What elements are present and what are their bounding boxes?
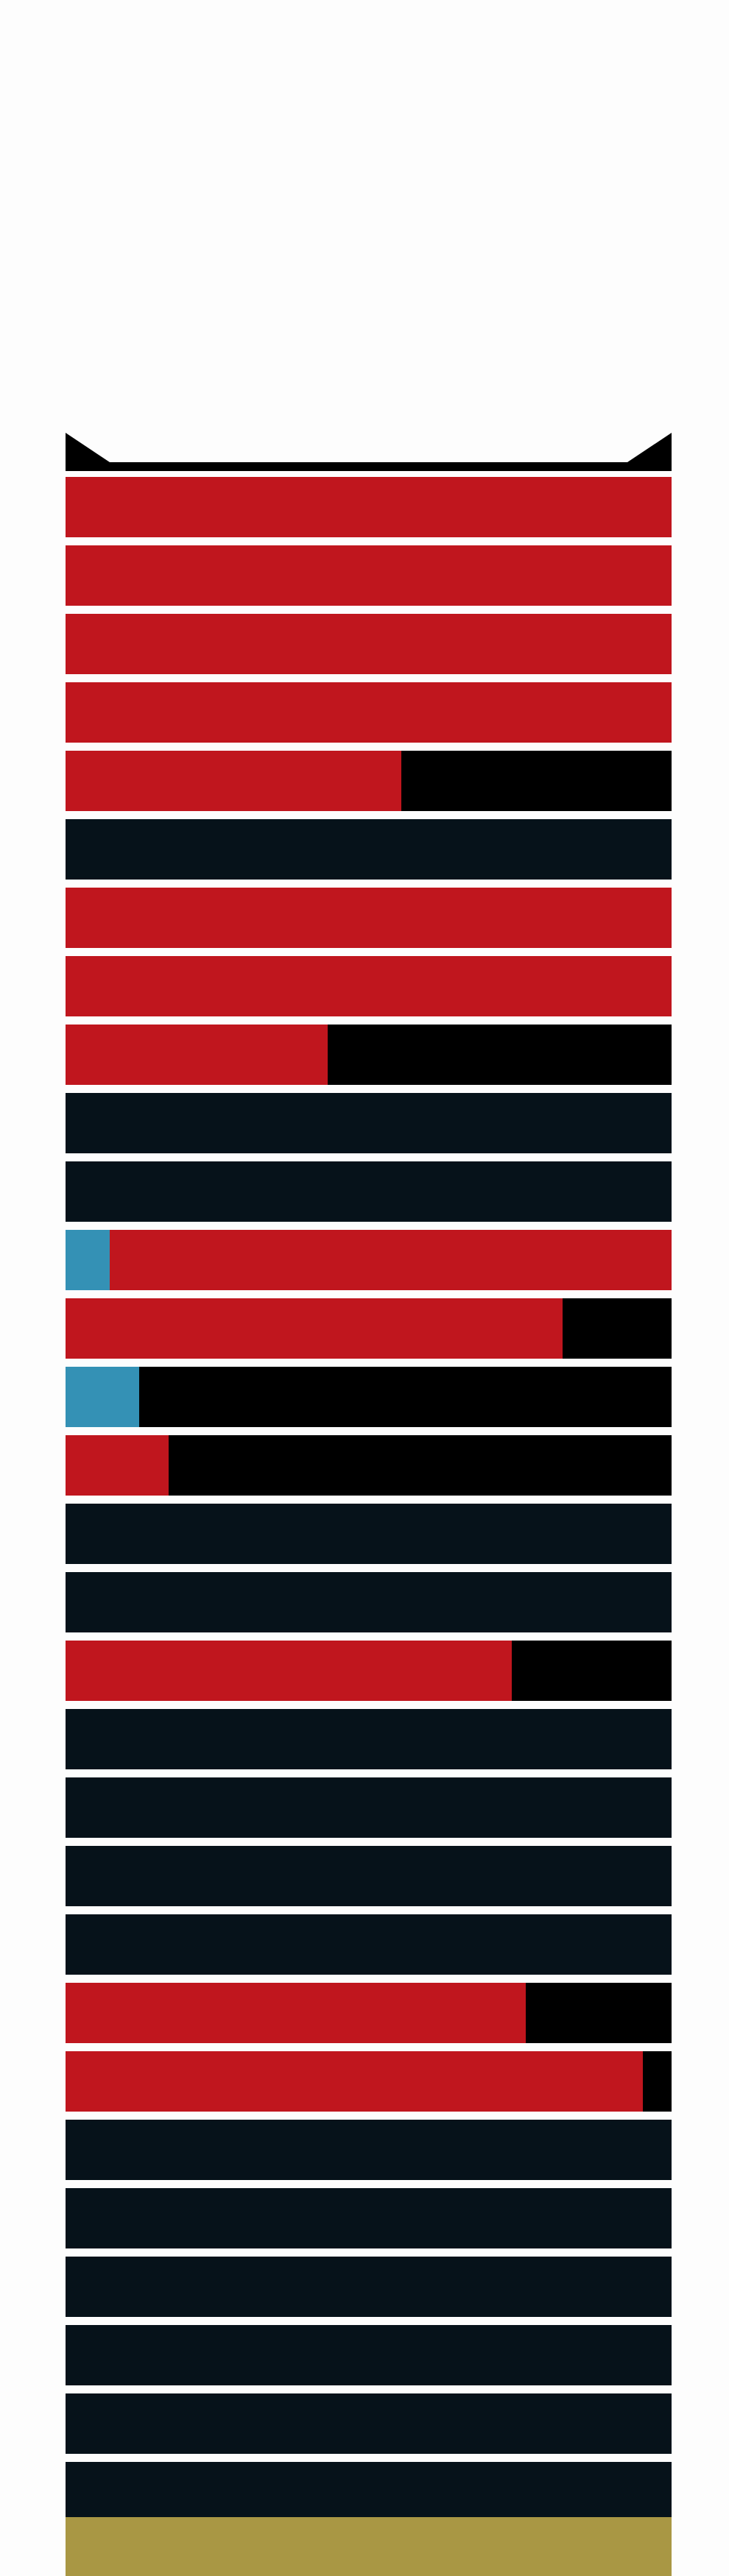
red-segment [66,1298,563,1359]
bar-row [66,2188,672,2248]
red-segment [66,1435,169,1496]
bar-row [66,545,672,606]
red-segment [110,1230,672,1290]
bar-row [66,1367,672,1427]
red-segment [66,545,672,606]
red-segment [66,682,672,743]
red-segment [66,1641,512,1701]
bar-row [66,1846,672,1906]
bar-row [66,1230,672,1290]
red-segment [66,477,672,537]
bar-row [66,477,672,537]
red-segment [66,1025,328,1085]
bar-row [66,1093,672,1153]
stacked-bar-column [66,433,672,2576]
bar-row [66,1709,672,1769]
footer-bar [66,2517,672,2576]
bar-row [66,1777,672,1838]
bar-row [66,751,672,811]
bar-row [66,2393,672,2454]
bar-row [66,1504,672,1564]
red-segment [66,2051,643,2112]
bar-row [66,2325,672,2385]
red-segment [66,1983,526,2043]
blue-segment [66,1367,139,1427]
red-segment [66,751,401,811]
bar-row [66,1298,672,1359]
bar-row [66,682,672,743]
bar-row [66,1025,672,1085]
red-segment [66,614,672,674]
bar-row [66,1983,672,2043]
bar-row [66,614,672,674]
bar-row [66,1641,672,1701]
bar-row [66,2462,672,2522]
bar-row [66,2120,672,2180]
bar-row [66,2257,672,2317]
bar-rows [66,477,672,2530]
bar-row [66,888,672,948]
bar-row [66,2051,672,2112]
bar-row [66,1161,672,1222]
blue-segment [66,1230,110,1290]
bar-row [66,1914,672,1975]
red-segment [66,956,672,1016]
column-header-bracket [66,433,672,471]
bar-row [66,819,672,880]
bar-row [66,1572,672,1632]
red-segment [66,888,672,948]
bar-row [66,956,672,1016]
bar-row [66,1435,672,1496]
